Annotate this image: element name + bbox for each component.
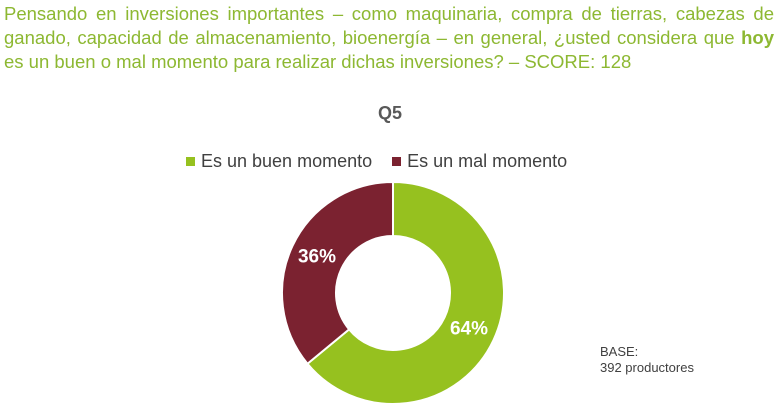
legend-label-mal-momento: Es un mal momento [407,151,568,171]
slice-mal-momento [281,180,394,366]
base-label: BASE: [600,344,639,359]
base-value: 392 productores [600,360,694,375]
question-text-after: es un buen o mal momento para realizar d… [4,51,632,72]
question-text-before: Pensando en inversiones importantes – co… [4,3,774,48]
chart-legend: Es un buen momento Es un mal momento [186,151,587,172]
legend-swatch-buen-momento [186,157,195,166]
legend-item-mal-momento: Es un mal momento [392,151,567,172]
base-note: BASE: 392 productores [600,344,694,376]
question-text: Pensando en inversiones importantes – co… [4,2,774,74]
data-label-mal-momento: 36% [298,247,336,268]
question-highlight: hoy [741,27,774,48]
legend-item-buen-momento: Es un buen momento [186,151,372,172]
slice-buen-momento [306,180,505,405]
legend-label-buen-momento: Es un buen momento [201,151,373,171]
legend-swatch-mal-momento [392,157,402,166]
chart-title: Q5 [377,103,402,123]
data-label-buen-momento: 64% [450,318,488,339]
